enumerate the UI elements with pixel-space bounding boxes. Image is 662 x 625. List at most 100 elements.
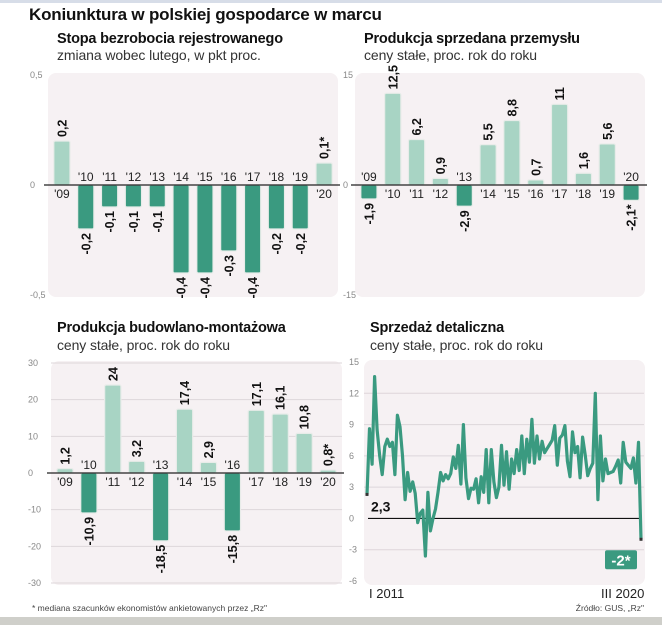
chart1-bar <box>100 184 119 208</box>
chart3-value-label: 17,1 <box>250 382 264 406</box>
chart2-bar <box>622 184 640 201</box>
chart3-y-tick: 0 <box>28 468 33 478</box>
footnote: * mediana szacunków ekonomistów ankietow… <box>32 603 267 613</box>
chart2-value-label: 12,5 <box>386 65 400 89</box>
chart2-bar <box>431 177 450 186</box>
chart3-bar <box>80 472 98 514</box>
chart3-bar <box>199 461 218 474</box>
chart1-y-tick: 0,5 <box>30 70 43 80</box>
chart3-bar <box>223 472 242 532</box>
chart2-value-label: 0,7 <box>529 158 543 175</box>
chart4-end-value-label: -2* <box>611 552 630 569</box>
chart2-y-tick: 15 <box>343 70 353 80</box>
chart1-category-label: '15 <box>197 170 213 184</box>
chart1-bar <box>53 140 71 186</box>
chart2-category-label: '18 <box>576 187 592 201</box>
chart3-y-tick: -20 <box>28 541 41 551</box>
chart1-value-label: -0,1 <box>151 211 165 233</box>
chart3-value-label: 16,1 <box>274 386 288 410</box>
chart1-value-label: -0,4 <box>198 277 212 299</box>
chart3-value-label: -18,5 <box>154 545 168 574</box>
chart3-bar <box>175 408 194 474</box>
chart1-value-label: -0,1 <box>127 211 141 233</box>
chart2-category-label: '10 <box>385 187 401 201</box>
chart2-value-label: 8,8 <box>505 99 519 116</box>
chart3-y-tick: -10 <box>28 505 41 515</box>
chart3-category-label: '19 <box>296 475 312 489</box>
chart3-value-label: -15,8 <box>226 535 240 564</box>
chart1-category-label: '17 <box>245 170 261 184</box>
chart3-value-label: 10,8 <box>298 405 312 429</box>
chart1-category-label: '12 <box>126 170 142 184</box>
chart4-y-tick: -3 <box>349 545 357 555</box>
chart3-category-label: '17 <box>248 475 264 489</box>
chart2-bar <box>550 103 569 186</box>
chart4-y-tick: 15 <box>349 357 359 367</box>
chart1-category-label: '19 <box>292 170 308 184</box>
chart1-value-label: -0,2 <box>79 233 93 255</box>
chart3-bar <box>56 468 74 474</box>
chart1-y-tick: -0,5 <box>30 290 46 300</box>
chart2-value-label: 1,6 <box>577 152 591 169</box>
chart2-category-label: '09 <box>361 170 377 184</box>
chart1-value-label: -0,4 <box>175 277 189 299</box>
chart2-category-label: '13 <box>456 170 472 184</box>
chart1-bar <box>148 184 166 208</box>
chart1-bar <box>220 184 238 252</box>
chart4-end-marker <box>639 537 643 541</box>
chart4-end-value-badge <box>605 550 637 570</box>
chart2-value-label: 11 <box>553 87 567 100</box>
chart1-category-label: '14 <box>173 170 189 184</box>
chart3-category-label: '10 <box>81 458 97 472</box>
chart2-title: Produkcja sprzedana przemysłu <box>364 31 580 47</box>
chart2-category-label: '17 <box>552 187 568 201</box>
chart2-category-label: '11 <box>409 187 424 201</box>
chart3-category-label: '09 <box>57 475 73 489</box>
chart3-value-label: 24 <box>106 367 120 381</box>
chart2-bar <box>384 92 402 186</box>
chart1-value-label: -0,3 <box>222 255 236 277</box>
chart1-category-label: '13 <box>149 170 165 184</box>
chart2-value-label: 6,2 <box>410 118 424 135</box>
chart1-value-label: -0,2 <box>270 233 284 255</box>
chart2-value-label: -2,1* <box>625 204 639 231</box>
chart3-bar <box>247 409 266 474</box>
chart3-y-tick: 20 <box>28 395 38 405</box>
chart3-category-label: '12 <box>129 475 145 489</box>
chart1-category-label: '11 <box>102 170 117 184</box>
chart2-value-label: -1,9 <box>362 203 376 225</box>
chart2-bar <box>360 184 378 200</box>
chart3-value-label: 3,2 <box>130 440 144 457</box>
chart2-y-tick: -15 <box>343 290 356 300</box>
chart3-category-label: '15 <box>201 475 217 489</box>
chart2-category-label: '15 <box>504 187 520 201</box>
chart1-value-label: -0,1 <box>103 211 117 233</box>
chart2-category-label: '19 <box>599 187 615 201</box>
chart4-y-tick: 9 <box>349 420 354 430</box>
chart4-y-tick: -6 <box>349 576 357 586</box>
chart4-series-line <box>365 375 643 558</box>
chart2-value-label: 0,9 <box>434 157 448 174</box>
chart2-bar <box>455 184 473 207</box>
chart4-subtitle: ceny stałe, proc. rok do roku <box>370 337 543 353</box>
chart3-category-label: '18 <box>272 475 288 489</box>
chart2-category-label: '20 <box>623 170 639 184</box>
chart3-value-label: -10,9 <box>82 517 96 546</box>
chart3-bar <box>151 472 170 542</box>
chart1-bar <box>267 184 286 230</box>
chart1-y-tick: 0 <box>30 180 35 190</box>
chart3-category-label: '16 <box>225 458 241 472</box>
chart4-y-tick: 12 <box>349 388 359 398</box>
chart3-bar <box>127 460 146 474</box>
chart1-category-label: '09 <box>54 187 70 201</box>
chart2-bar <box>407 138 426 186</box>
line-x-start-label: I 2011 <box>369 586 405 601</box>
chart1-value-label: 0,1* <box>318 137 332 159</box>
chart3-category-label: '14 <box>177 475 193 489</box>
chart3-subtitle: ceny stałe, proc. rok do roku <box>57 337 230 353</box>
chart1-bar <box>172 184 190 274</box>
chart1-bar <box>196 184 214 274</box>
chart3-bar <box>271 413 289 474</box>
chart1-bar <box>315 162 333 186</box>
chart2-y-tick: 0 <box>343 180 348 190</box>
